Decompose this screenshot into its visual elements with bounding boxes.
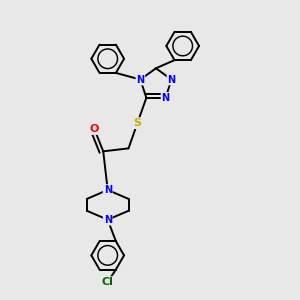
Text: Cl: Cl [102,277,114,287]
Text: N: N [103,215,112,225]
Text: N: N [161,93,169,103]
Text: N: N [136,75,145,85]
Text: N: N [167,75,175,85]
Text: S: S [134,118,141,128]
Text: N: N [103,185,112,195]
Text: O: O [90,124,99,134]
